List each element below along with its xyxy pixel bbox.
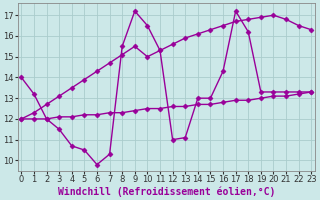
X-axis label: Windchill (Refroidissement éolien,°C): Windchill (Refroidissement éolien,°C) (58, 187, 275, 197)
